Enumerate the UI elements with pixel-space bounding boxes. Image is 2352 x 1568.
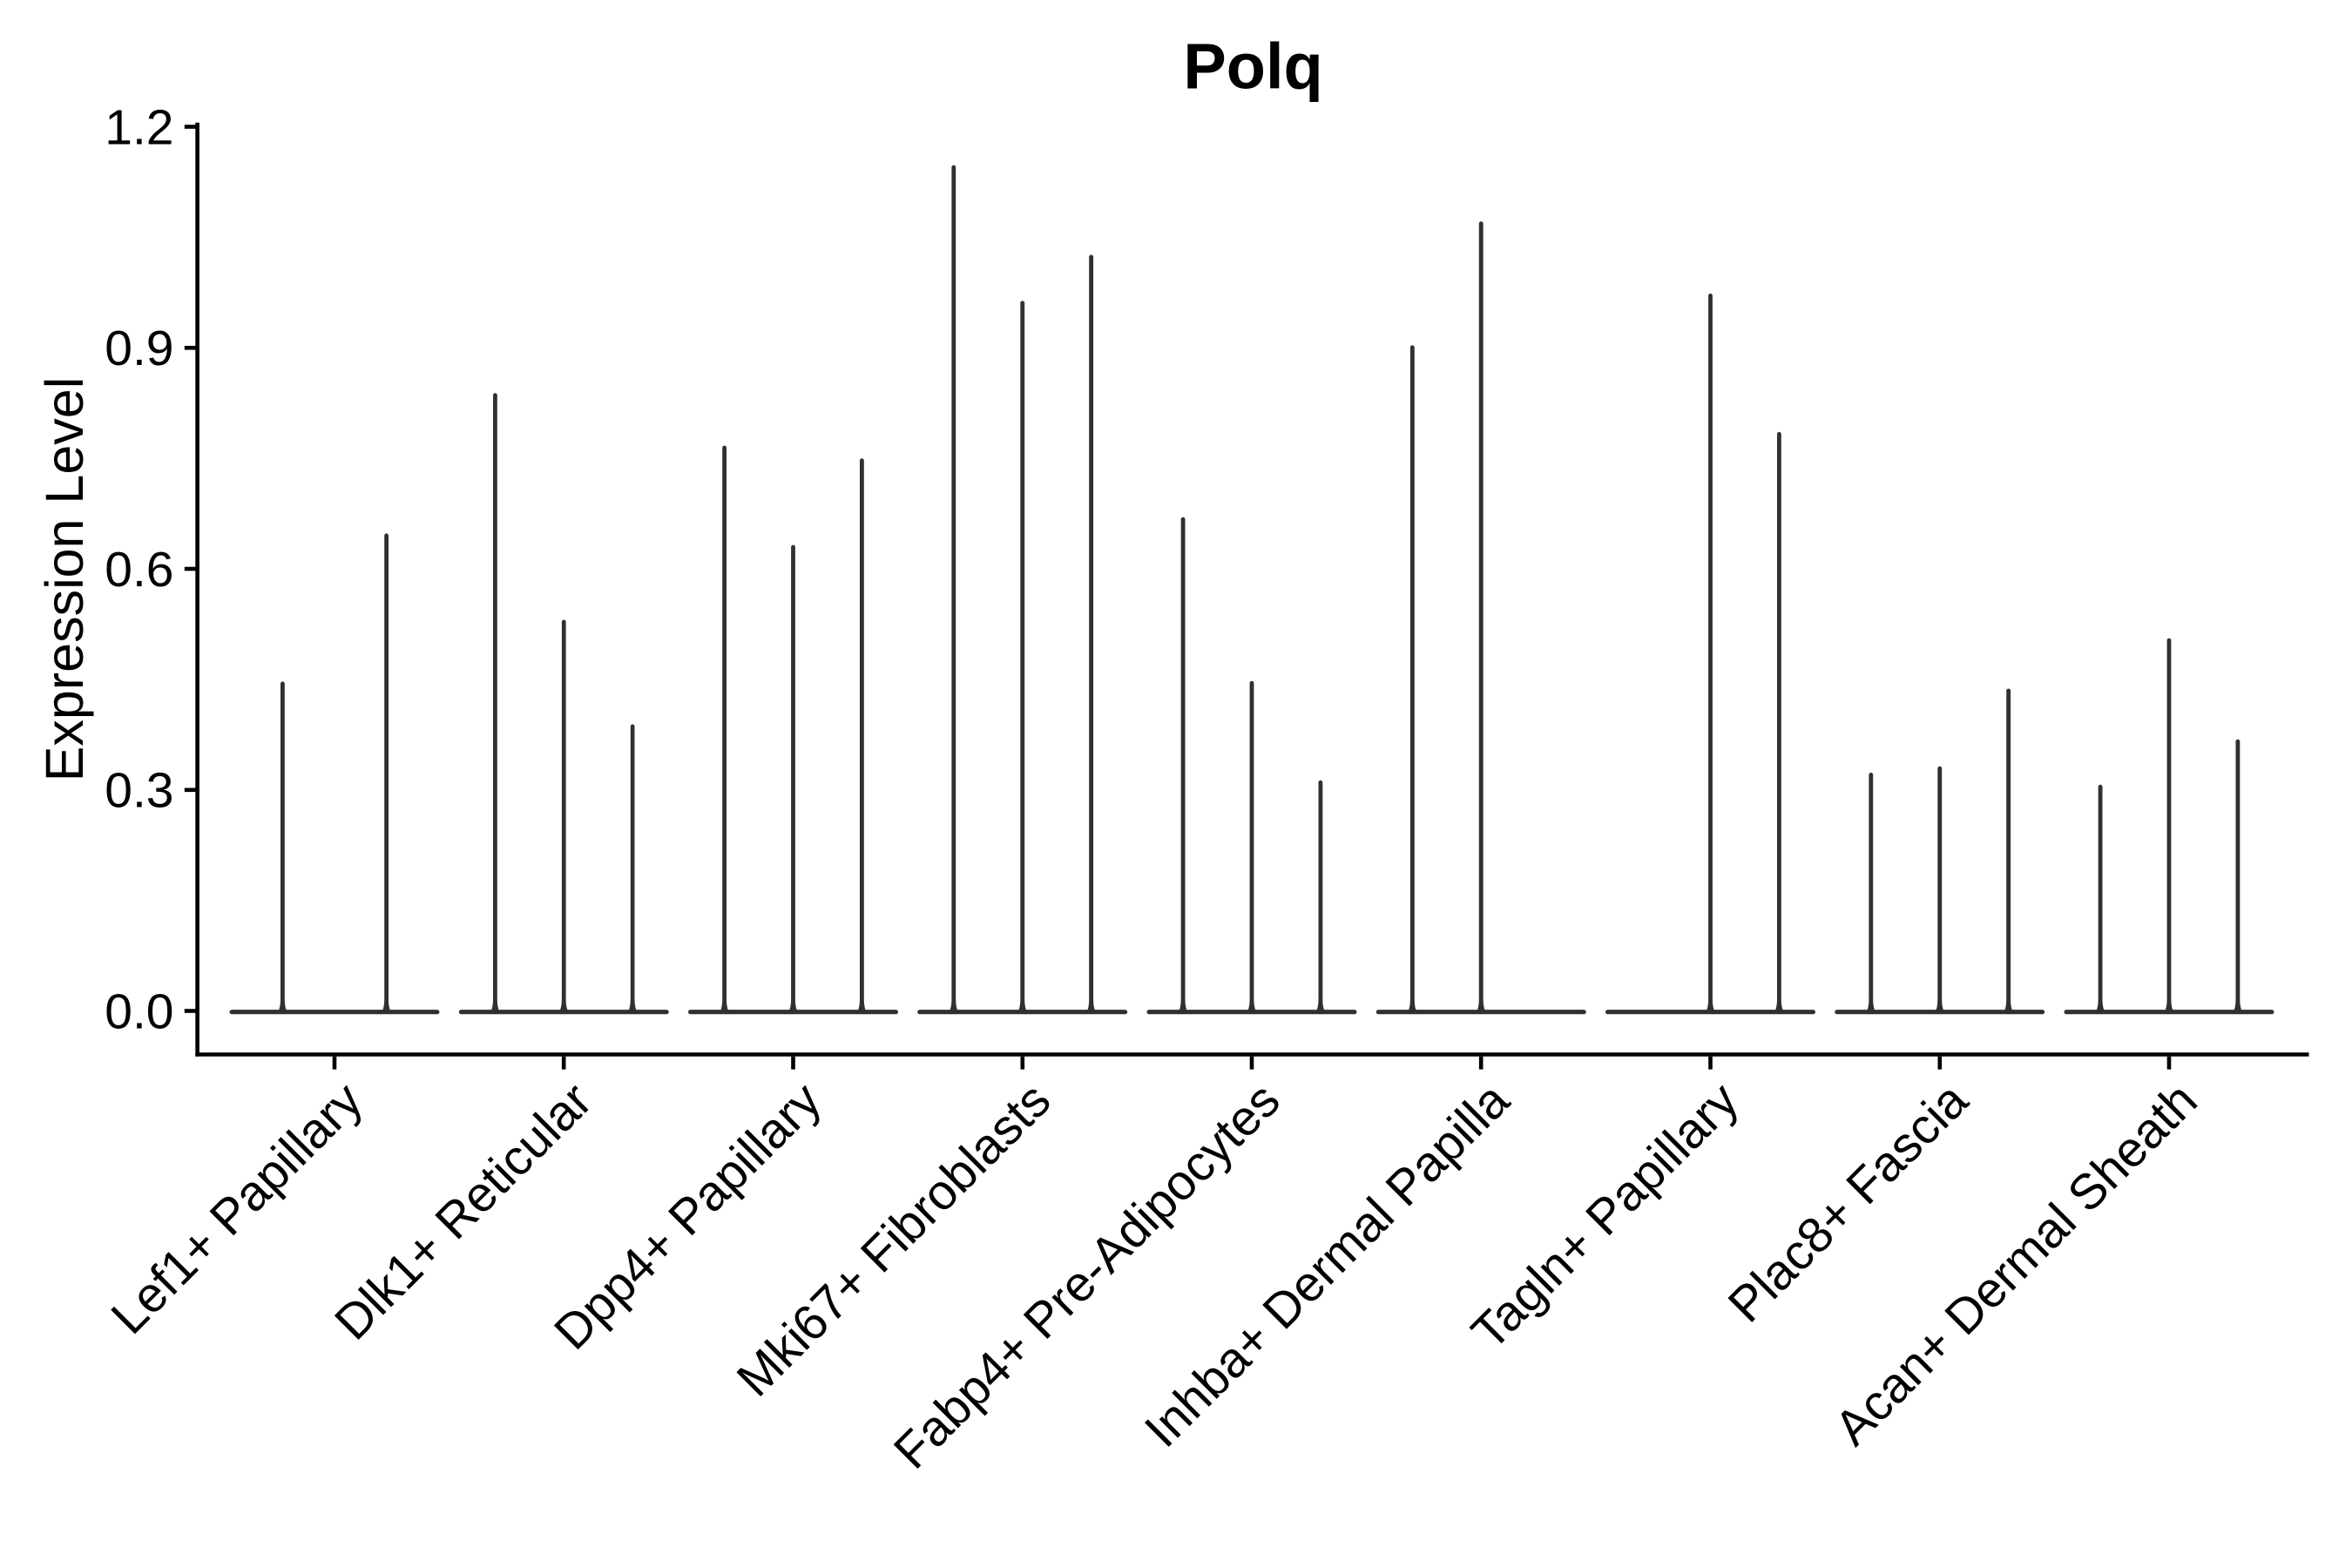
svg-text:0.3: 0.3 <box>105 763 173 819</box>
svg-text:0.0: 0.0 <box>105 983 173 1039</box>
svg-text:0.9: 0.9 <box>105 321 173 376</box>
svg-text:Expression Level: Expression Level <box>35 377 94 782</box>
svg-text:1.2: 1.2 <box>105 99 173 155</box>
svg-text:Polq: Polq <box>1183 30 1322 103</box>
svg-text:0.6: 0.6 <box>105 542 173 598</box>
